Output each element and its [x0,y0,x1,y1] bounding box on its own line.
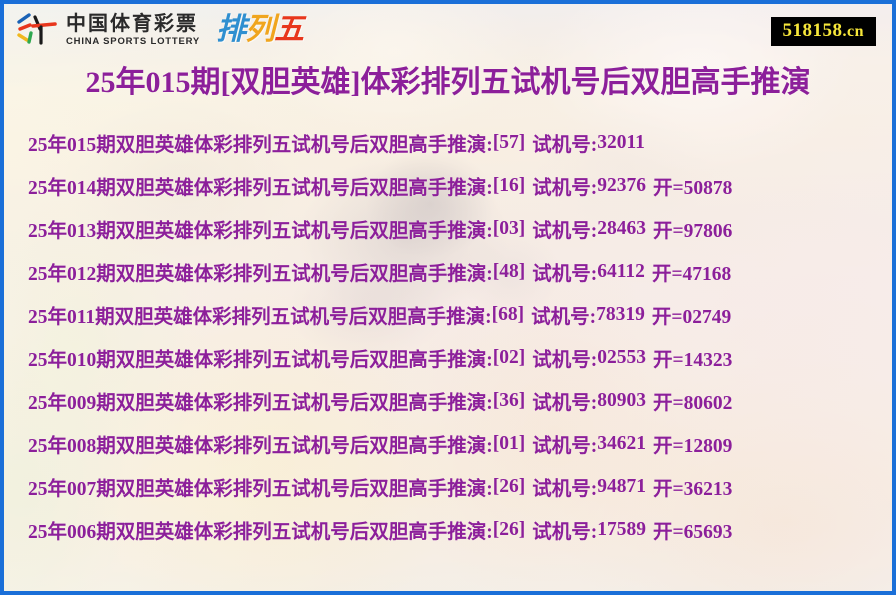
row-draw-result: 开=97806 [653,221,733,242]
page-header: 中国体育彩票 CHINA SPORTS LOTTERY 排列五 518158.c… [4,4,892,56]
game-name-char-2: 列 [245,13,275,46]
row-pick: [01] [492,432,526,454]
list-item[interactable]: 25年006期双胆英雄体彩排列五试机号后双胆高手推演: [26] 试机号: 17… [28,508,868,551]
row-pick: [03] [492,217,526,239]
list-item[interactable]: 25年014期双胆英雄体彩排列五试机号后双胆高手推演: [16] 试机号: 92… [28,164,868,207]
list-item[interactable]: 25年011期双胆英雄体彩排列五试机号后双胆高手推演: [68] 试机号: 78… [28,293,868,336]
page-title: 25年015期[双胆英雄]体彩排列五试机号后双胆高手推演 [85,66,811,99]
row-draw-result: 开=65693 [653,522,733,543]
row-test-number: 64112 [597,260,645,282]
row-test-label: 试机号: [532,178,598,199]
row-label: 25年011期双胆英雄体彩排列五试机号后双胆高手推演: [28,307,492,328]
row-test-number: 32011 [597,131,645,153]
row-draw-result: 开=50878 [653,178,733,199]
row-pick: [48] [492,260,526,282]
list-item[interactable]: 25年007期双胆英雄体彩排列五试机号后双胆高手推演: [26] 试机号: 94… [28,465,868,508]
row-label: 25年010期双胆英雄体彩排列五试机号后双胆高手推演: [28,350,493,371]
row-test-number: 78319 [596,303,645,325]
row-draw-result: 开=80602 [653,393,733,414]
brand-name-cn: 中国体育彩票 [66,12,198,35]
row-test-number: 94871 [597,475,646,497]
row-test-label: 试机号: [532,221,598,242]
row-label: 25年014期双胆英雄体彩排列五试机号后双胆高手推演: [28,178,493,199]
row-label: 25年006期双胆英雄体彩排列五试机号后双胆高手推演: [28,522,493,543]
row-draw-result: 开=36213 [653,479,733,500]
row-test-label: 试机号: [532,393,598,414]
row-label: 25年009期双胆英雄体彩排列五试机号后双胆高手推演: [28,393,493,414]
list-item[interactable]: 25年010期双胆英雄体彩排列五试机号后双胆高手推演: [02] 试机号: 02… [28,336,868,379]
row-pick: [36] [492,389,526,411]
row-test-number: 02553 [597,346,646,368]
row-label: 25年012期双胆英雄体彩排列五试机号后双胆高手推演: [28,264,493,285]
row-label: 25年013期双胆英雄体彩排列五试机号后双胆高手推演: [28,221,493,242]
row-label: 25年015期双胆英雄体彩排列五试机号后双胆高手推演: [28,135,493,156]
row-label: 25年008期双胆英雄体彩排列五试机号后双胆高手推演: [28,436,493,457]
site-watermark-badge: 518158.cn [770,17,876,46]
row-test-number: 34621 [597,432,646,454]
brand-name-en: CHINA SPORTS LOTTERY [66,35,201,47]
row-test-label: 试机号: [532,350,598,371]
row-test-label: 试机号: [531,307,597,328]
brand-logo: 中国体育彩票 CHINA SPORTS LOTTERY 排列五 [16,13,304,47]
game-name-pailiewu: 排列五 [216,13,304,46]
row-draw-result: 开=02749 [651,307,732,328]
game-name-char-3: 五 [274,13,304,46]
row-draw-result: 开=14323 [653,350,733,371]
row-test-number: 17589 [597,518,646,540]
row-draw-result: 开=47168 [651,264,732,285]
row-label: 25年007期双胆英雄体彩排列五试机号后双胆高手推演: [28,479,493,500]
row-pick: [68] [491,303,525,325]
list-item[interactable]: 25年009期双胆英雄体彩排列五试机号后双胆高手推演: [36] 试机号: 80… [28,379,868,422]
row-test-number: 28463 [597,217,646,239]
row-test-label: 试机号: [532,522,598,543]
row-test-number: 92376 [597,174,646,196]
row-pick: [26] [492,475,526,497]
site-domain: 518158 [782,20,843,41]
list-item[interactable]: 25年015期双胆英雄体彩排列五试机号后双胆高手推演: [57] 试机号: 32… [28,121,868,164]
row-pick: [26] [492,518,526,540]
china-sports-lottery-logo-icon [16,13,58,47]
row-test-number: 80903 [597,389,646,411]
row-pick: [57] [492,131,526,153]
list-item[interactable]: 25年012期双胆英雄体彩排列五试机号后双胆高手推演: [48] 试机号: 64… [28,250,868,293]
game-name-char-1: 排 [216,13,246,46]
prediction-list: 25年015期双胆英雄体彩排列五试机号后双胆高手推演: [57] 试机号: 32… [4,121,892,551]
row-test-label: 试机号: [532,135,598,156]
list-item[interactable]: 25年013期双胆英雄体彩排列五试机号后双胆高手推演: [03] 试机号: 28… [28,207,868,250]
row-test-label: 试机号: [532,479,598,500]
row-test-label: 试机号: [532,436,598,457]
row-test-label: 试机号: [532,264,598,285]
row-pick: [16] [492,174,526,196]
brand-wordmark: 中国体育彩票 CHINA SPORTS LOTTERY [66,14,200,47]
row-pick: [02] [492,346,526,368]
site-tld: .cn [842,23,864,40]
list-item[interactable]: 25年008期双胆英雄体彩排列五试机号后双胆高手推演: [01] 试机号: 34… [28,422,868,465]
row-draw-result: 开=12809 [653,436,733,457]
